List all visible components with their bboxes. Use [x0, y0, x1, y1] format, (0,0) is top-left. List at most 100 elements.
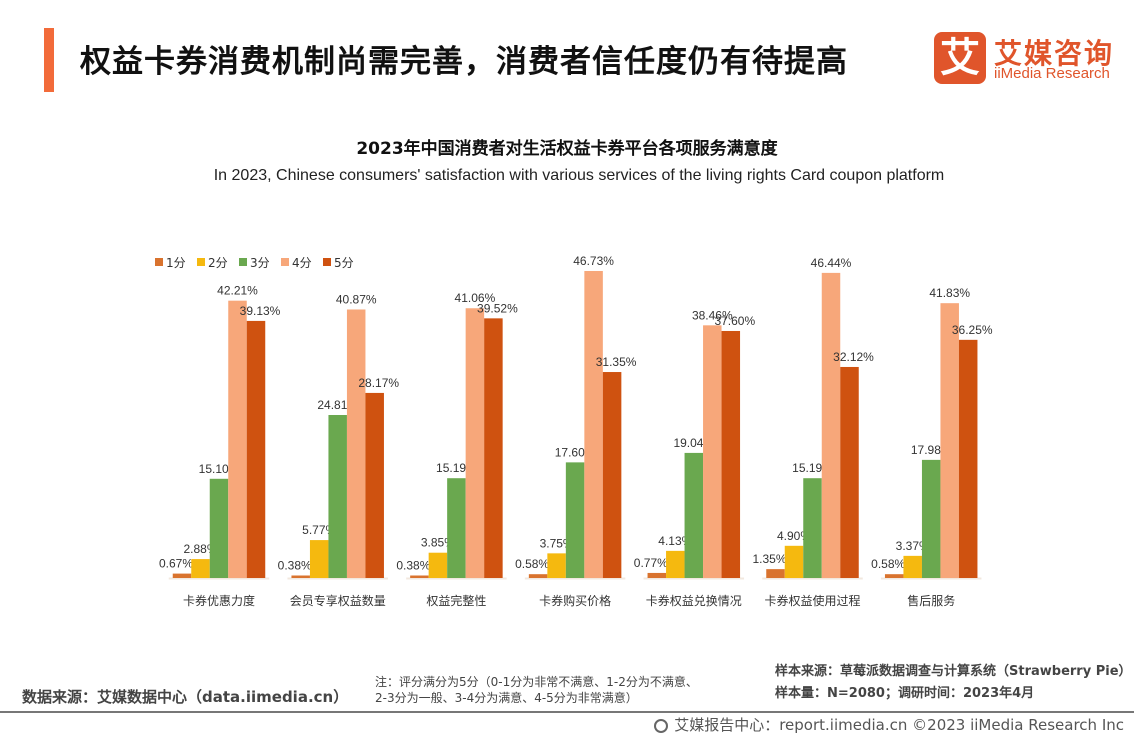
bar — [703, 325, 722, 578]
bar — [484, 318, 503, 578]
data-label: 41.06% — [455, 291, 496, 305]
data-label: 4.90% — [777, 529, 811, 543]
legend-label: 4分 — [292, 256, 312, 270]
x-tick-label: 卡券权益使用过程 — [764, 593, 860, 608]
bar — [346, 309, 366, 578]
x-tick-label: 权益完整性 — [426, 593, 486, 608]
bar — [447, 478, 466, 578]
data-label: 28.17% — [358, 376, 399, 390]
data-label: 46.73% — [573, 254, 614, 268]
bar — [328, 414, 347, 578]
bar — [647, 572, 667, 578]
legend-label: 2分 — [208, 256, 228, 270]
bar — [565, 462, 585, 578]
data-label: 0.58% — [515, 557, 549, 571]
logo-en-text: iiMedia Research — [994, 65, 1110, 82]
bar — [840, 366, 859, 578]
chart-title: 2023年中国消费者对生活权益卡券平台各项服务满意度 — [356, 139, 778, 159]
bar — [410, 575, 429, 578]
bar — [721, 330, 741, 578]
bar — [766, 569, 785, 578]
data-label: 41.83% — [929, 286, 970, 300]
data-label: 5.77% — [302, 523, 336, 537]
bar — [528, 574, 548, 578]
sample-size: 样本量：N=2080；调研时间：2023年4月 — [775, 686, 1035, 701]
data-label: 42.21% — [217, 284, 258, 298]
data-label: 46.44% — [811, 256, 852, 270]
data-label: 1.35% — [752, 552, 786, 566]
data-label: 31.35% — [596, 355, 637, 369]
bar — [172, 573, 192, 578]
data-label: 0.67% — [159, 557, 193, 571]
legend-label: 1分 — [166, 256, 186, 270]
x-tick-label: 卡券优惠力度 — [183, 593, 255, 608]
legend-swatch-4分 — [281, 258, 289, 266]
rating-note-line-2: 2-3分为一般、3-4分为满意、4-5分为非常满意） — [375, 691, 638, 705]
bar — [228, 300, 247, 578]
bar — [666, 550, 685, 578]
data-label: 2.88% — [183, 542, 217, 556]
bar — [940, 303, 959, 578]
bar — [547, 553, 566, 578]
data-label: 4.13% — [658, 534, 692, 548]
data-label: 0.38% — [278, 559, 312, 573]
data-label: 40.87% — [336, 292, 377, 306]
data-label: 0.58% — [871, 557, 905, 571]
bar — [209, 478, 229, 578]
data-label: 37.60% — [714, 314, 755, 328]
bar — [958, 339, 978, 578]
sample-info: 样本来源：草莓派数据调查与计算系统（Strawberry Pie） 样本量：N=… — [775, 661, 1132, 705]
data-label: 39.52% — [477, 301, 518, 315]
logo-mark-icon: 艾 — [934, 32, 986, 84]
report-center: 艾媒报告中心：report.iimedia.cn ©2023 iiMedia R… — [654, 714, 1124, 735]
data-label: 0.77% — [634, 556, 668, 570]
logo-cn-text: 艾媒咨询 — [994, 37, 1115, 70]
data-source: 数据来源：艾媒数据中心（data.iimedia.cn） — [22, 688, 349, 706]
page-title: 权益卡券消费机制尚需完善，消费者信任度仍有待提高 — [80, 44, 848, 80]
report-center-text: 艾媒报告中心：report.iimedia.cn ©2023 iiMedia R… — [674, 716, 1124, 734]
bar — [803, 478, 822, 578]
bar — [602, 372, 622, 578]
legend-swatch-3分 — [239, 258, 247, 266]
data-label: 32.12% — [833, 350, 874, 364]
data-label: 3.85% — [421, 536, 455, 550]
legend-swatch-1分 — [155, 258, 163, 266]
footer-divider — [0, 711, 1134, 713]
bar — [465, 308, 485, 578]
x-tick-label: 卡券购买价格 — [539, 593, 611, 608]
legend-label: 3分 — [250, 256, 270, 270]
chart-subtitle: In 2023, Chinese consumers' satisfaction… — [213, 167, 945, 184]
data-label: 3.75% — [540, 536, 574, 550]
sample-source: 样本来源：草莓派数据调查与计算系统（Strawberry Pie） — [775, 664, 1132, 679]
bar — [309, 540, 329, 578]
data-label: 0.38% — [396, 559, 430, 573]
bar — [291, 575, 310, 578]
data-label: 38.46% — [692, 308, 733, 322]
bar — [821, 272, 841, 578]
x-tick-label: 卡券权益兑换情况 — [646, 593, 742, 608]
bar — [784, 545, 804, 578]
legend-swatch-5分 — [323, 258, 331, 266]
data-label: 36.25% — [952, 323, 993, 337]
globe-icon — [654, 719, 669, 733]
x-tick-label: 会员专享权益数量 — [290, 593, 386, 608]
bar — [921, 459, 941, 578]
iimedia-logo: 艾 艾媒咨询 iiMedia Research — [934, 32, 1114, 84]
rating-note-line-1: 注：评分满分为5分（0-1分为非常不满意、1-2分为不满意、 — [375, 675, 698, 689]
data-label: 3.37% — [896, 539, 930, 553]
bar — [903, 555, 922, 578]
bar — [584, 270, 603, 578]
rating-note: 注：评分满分为5分（0-1分为非常不满意、1-2分为不满意、 2-3分为一般、3… — [375, 674, 698, 706]
bar — [884, 574, 904, 578]
bar — [246, 320, 266, 578]
bar — [428, 552, 448, 578]
bar — [365, 392, 384, 578]
bar — [684, 452, 704, 578]
legend-label: 5分 — [334, 256, 354, 270]
bar — [191, 559, 210, 578]
legend-swatch-2分 — [197, 258, 205, 266]
title-accent-bar — [44, 28, 54, 92]
x-tick-label: 售后服务 — [907, 593, 955, 608]
data-label: 39.13% — [240, 304, 281, 318]
